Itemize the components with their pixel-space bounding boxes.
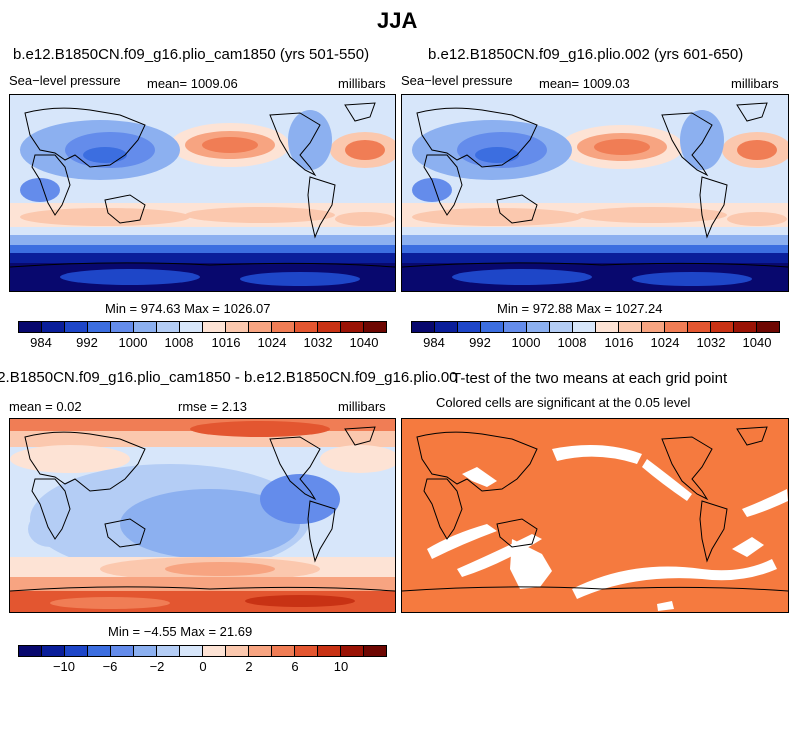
panel1-tick-label: 1040 (349, 335, 379, 350)
panel3-units: millibars (338, 399, 386, 414)
panel3-map (9, 418, 396, 613)
panel1-tick-label: 1024 (257, 335, 287, 350)
panel4-map (401, 418, 789, 613)
panel2-units: millibars (731, 76, 779, 91)
panel1-tick-label: 1008 (164, 335, 194, 350)
panel1-tick-label: 1016 (211, 335, 241, 350)
panel3-tick-label: 10 (333, 659, 349, 674)
panel2-colorbar (411, 321, 780, 333)
panel1-tick-label: 992 (76, 335, 98, 350)
panel1-tick-label: 1032 (303, 335, 333, 350)
panel2-variable: Sea−level pressure (401, 73, 513, 88)
panel1-tick-label: 1000 (118, 335, 148, 350)
panel1-units: millibars (338, 76, 386, 91)
panel1-variable: Sea−level pressure (9, 73, 121, 88)
panel2-tick-label: 1008 (557, 335, 587, 350)
panel3-colorbar (18, 645, 387, 657)
page-title: JJA (377, 8, 418, 33)
panel3-tick-label: 0 (199, 659, 207, 674)
panel2-map-svg (402, 95, 788, 291)
panel3-tick-label: 6 (291, 659, 299, 674)
panel3-tick-label: −6 (102, 659, 118, 674)
panel1-title: b.e12.B1850CN.f09_g16.plio_cam1850 (yrs … (13, 46, 370, 63)
panel2-tick-label: 1032 (696, 335, 726, 350)
panel1-mean: mean= 1009.06 (147, 76, 238, 91)
panel1-colorbar (18, 321, 387, 333)
panel1-minmax: Min = 974.63 Max = 1026.07 (105, 301, 271, 316)
panel3-tick-label: −10 (52, 659, 76, 674)
panel3-title-clip: b.e12.B1850CN.f09_g16.plio_cam1850 - b.e… (0, 369, 458, 389)
panel4-title: T-test of the two means at each grid poi… (452, 370, 728, 387)
panel3-mean: mean = 0.02 (9, 399, 82, 414)
panel1-tick-label: 984 (30, 335, 52, 350)
panel3-minmax: Min = −4.55 Max = 21.69 (108, 624, 253, 639)
panel3-title: b.e12.B1850CN.f09_g16.plio_cam1850 - b.e… (0, 369, 458, 386)
panel3-tick-label: 2 (245, 659, 253, 674)
panel3-tick-label: −2 (149, 659, 165, 674)
panel3-map-svg (10, 419, 395, 612)
panel2-tick-label: 1040 (742, 335, 772, 350)
panel2-tick-label: 984 (423, 335, 445, 350)
panel2-tick-label: 1016 (604, 335, 634, 350)
panel4-map-svg (402, 419, 788, 612)
panel2-title: b.e12.B1850CN.f09_g16.plio.002 (yrs 601-… (428, 46, 744, 63)
panel2-mean: mean= 1009.03 (539, 76, 630, 91)
panel1-map (9, 94, 396, 292)
panel3-rmse: rmse = 2.13 (178, 399, 248, 414)
panel2-tick-label: 992 (469, 335, 491, 350)
panel1-map-svg (10, 95, 395, 291)
panel2-map (401, 94, 789, 292)
panel2-tick-label: 1000 (511, 335, 541, 350)
panel4-subtitle: Colored cells are significant at the 0.0… (436, 395, 691, 410)
panel2-tick-label: 1024 (650, 335, 680, 350)
panel2-minmax: Min = 972.88 Max = 1027.24 (497, 301, 663, 316)
